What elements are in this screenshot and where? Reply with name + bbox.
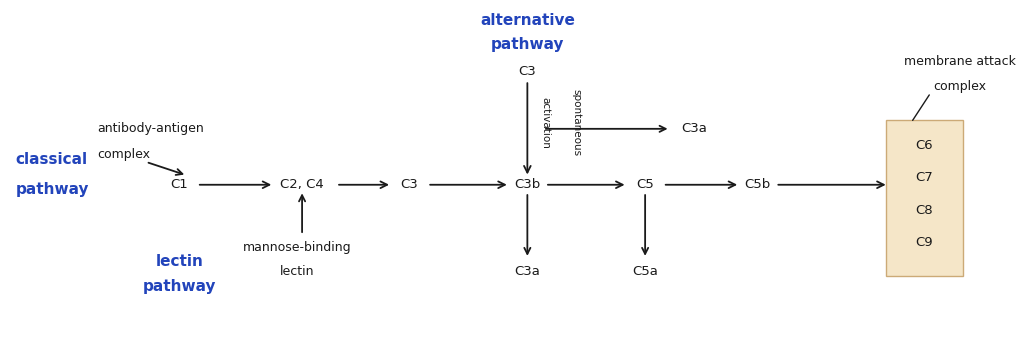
Text: C5: C5	[636, 178, 654, 191]
Text: C6: C6	[915, 139, 933, 152]
Text: complex: complex	[934, 80, 986, 93]
Text: C5a: C5a	[632, 265, 658, 278]
Text: C3: C3	[518, 65, 537, 78]
Text: antibody-antigen: antibody-antigen	[97, 122, 204, 135]
Text: mannose-binding: mannose-binding	[243, 241, 351, 254]
Text: classical: classical	[15, 152, 87, 167]
Text: lectin: lectin	[156, 254, 203, 268]
Text: C3a: C3a	[681, 122, 707, 135]
Text: C1: C1	[170, 178, 188, 191]
Text: C3: C3	[400, 178, 419, 191]
Text: C8: C8	[915, 204, 933, 217]
Text: C3a: C3a	[514, 265, 541, 278]
Text: C9: C9	[915, 236, 933, 249]
Text: pathway: pathway	[142, 279, 216, 294]
Text: activation: activation	[541, 97, 551, 149]
Text: C5b: C5b	[744, 178, 771, 191]
Text: pathway: pathway	[15, 182, 89, 197]
Bar	[886, 120, 963, 276]
Text: alternative: alternative	[480, 13, 574, 28]
Text: pathway: pathway	[490, 37, 564, 52]
Text: lectin: lectin	[280, 265, 314, 278]
Text: complex: complex	[97, 148, 151, 161]
Text: C2, C4: C2, C4	[281, 178, 324, 191]
Text: membrane attack: membrane attack	[904, 55, 1016, 67]
Text: spontaneous: spontaneous	[571, 89, 582, 157]
Text: C3b: C3b	[514, 178, 541, 191]
Text: C7: C7	[915, 172, 933, 184]
